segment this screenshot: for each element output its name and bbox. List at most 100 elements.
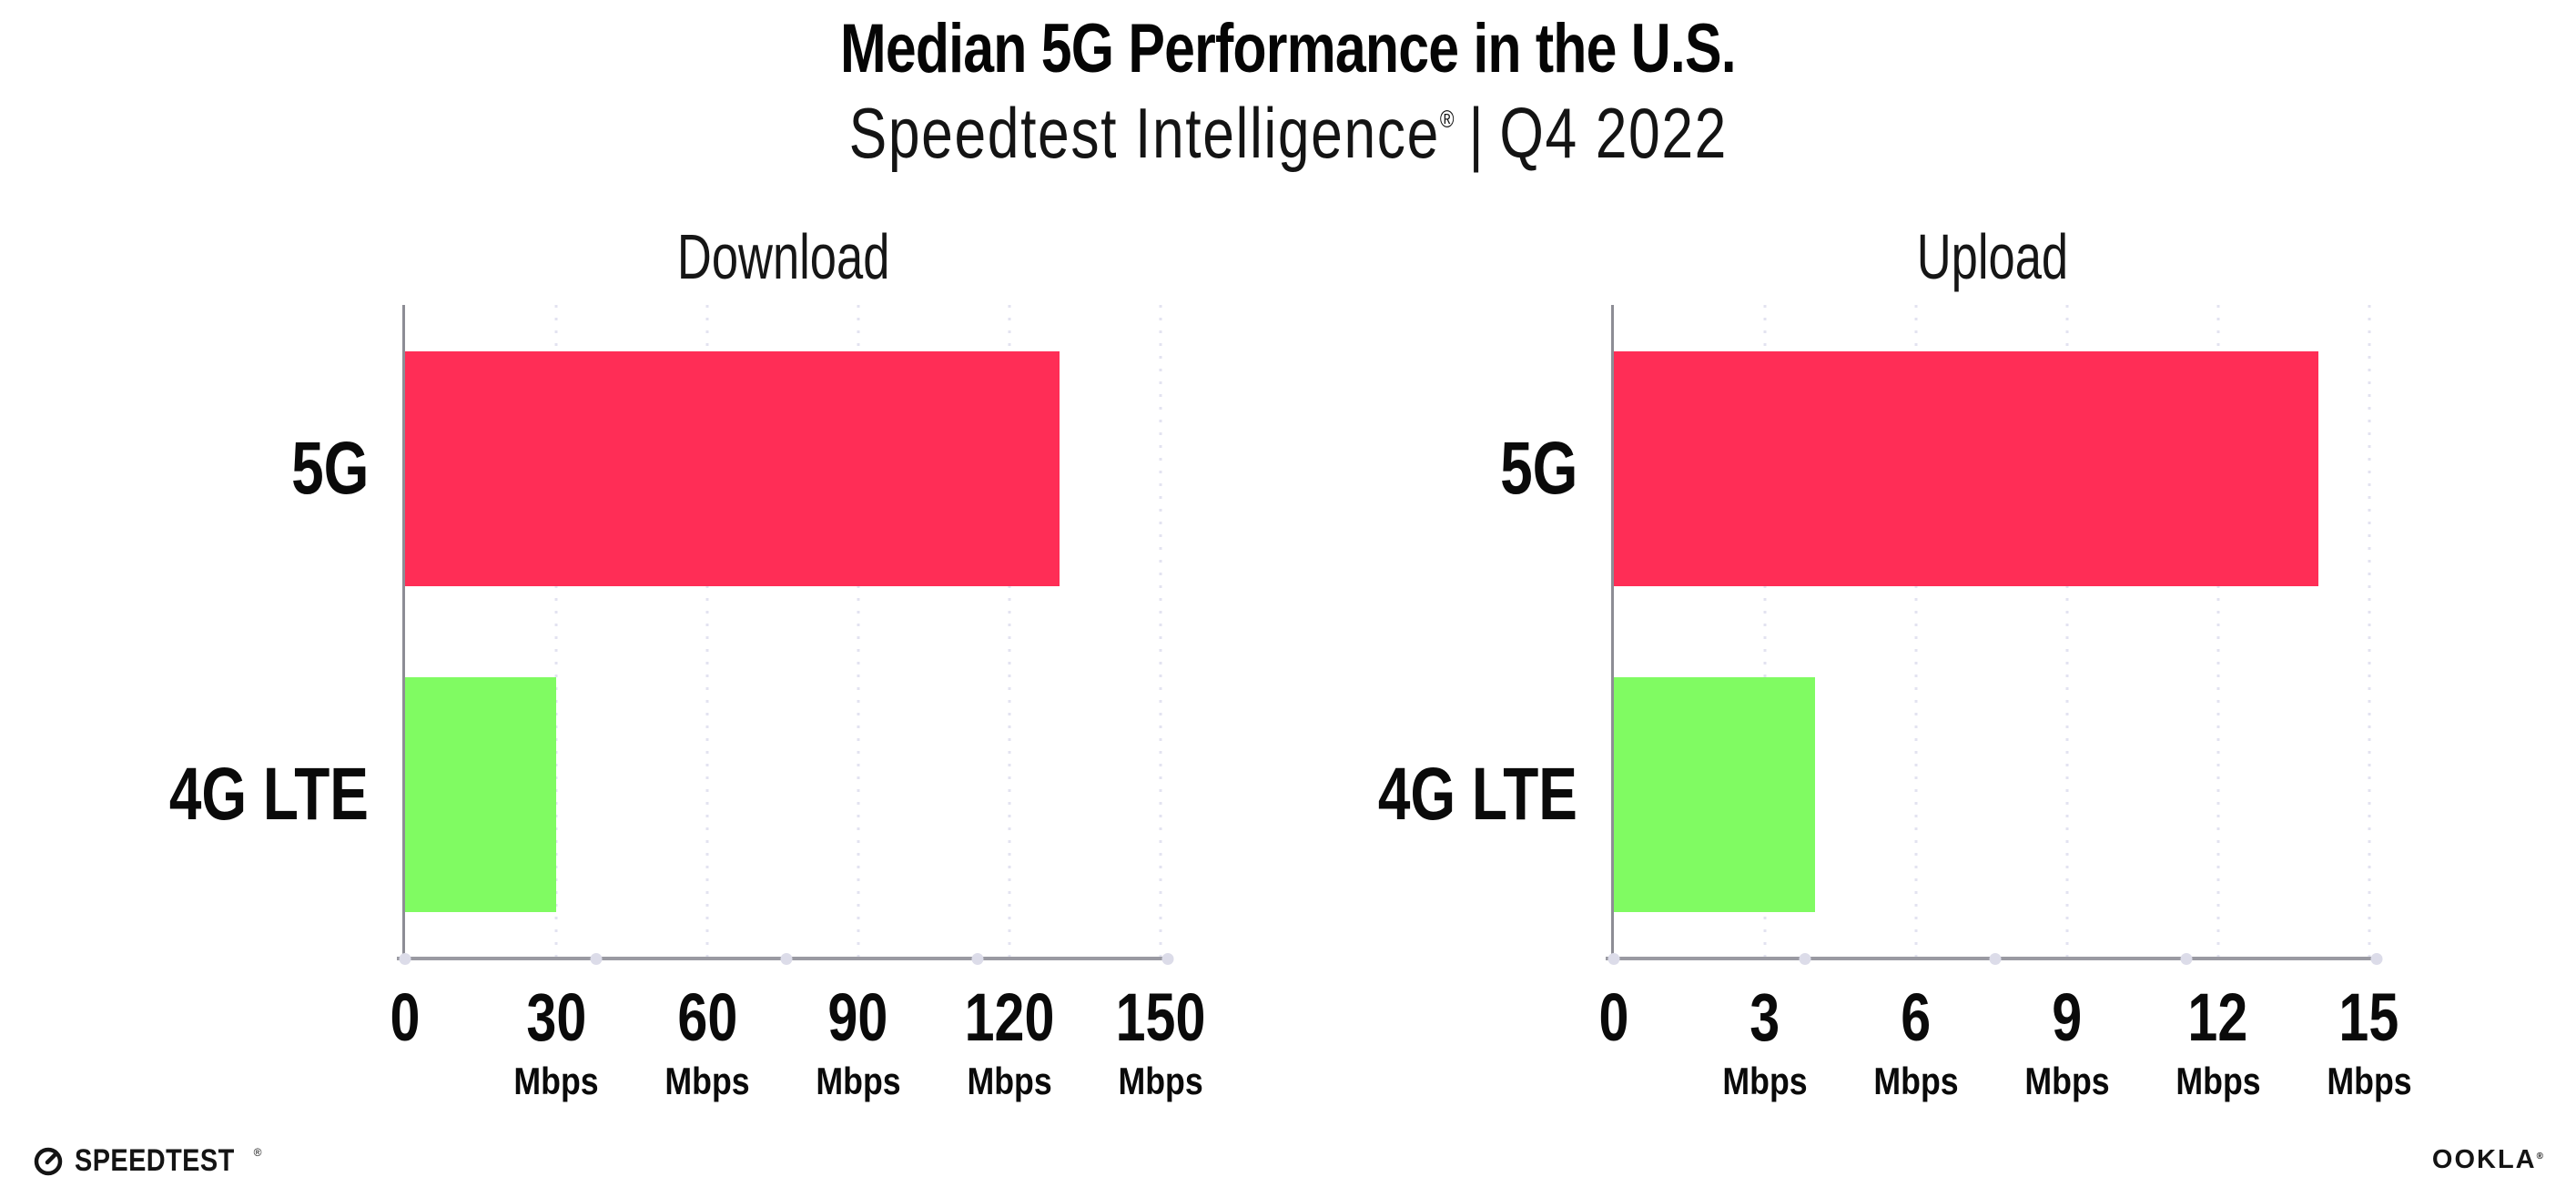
x-tick-unit-text: Mbps bbox=[1118, 1060, 1203, 1102]
x-tick-unit-text: Mbps bbox=[816, 1060, 901, 1102]
x-tick-unit-text: Mbps bbox=[2024, 1060, 2110, 1102]
x-tick-value: 15 bbox=[2319, 984, 2419, 1051]
chart-title-upload: Upload bbox=[1611, 220, 2374, 293]
x-tick-value: 30 bbox=[506, 984, 606, 1051]
axis-tick-dot-download-1 bbox=[590, 953, 602, 965]
bar-upload-4g-lte bbox=[1614, 677, 1816, 912]
chart-title-text-download: Download bbox=[677, 221, 890, 292]
category-label-text: 4G LTE bbox=[168, 753, 369, 836]
subtitle-brand: Speedtest Intelligence bbox=[848, 93, 1440, 173]
x-tick-download-150: 150 Mbps bbox=[1104, 984, 1216, 1101]
x-tick-download-90: 90 Mbps bbox=[808, 984, 908, 1101]
category-label-text: 5G bbox=[290, 427, 369, 510]
x-tick-unit: Mbps bbox=[808, 1062, 908, 1101]
x-tick-value-text: 12 bbox=[2187, 979, 2248, 1055]
ookla-logo: OOKLA® bbox=[2432, 1145, 2545, 1175]
bar-upload-5g bbox=[1614, 351, 2319, 586]
axis-tick-dot-download-3 bbox=[971, 953, 983, 965]
gridline-download-30 bbox=[554, 305, 558, 959]
x-tick-value-text: 9 bbox=[2052, 979, 2083, 1055]
x-tick-value: 90 bbox=[808, 984, 908, 1051]
x-tick-value: 6 bbox=[1866, 984, 1966, 1051]
registered-trademark-icon: ® bbox=[1439, 105, 1455, 133]
x-tick-value-text: 6 bbox=[1901, 979, 1932, 1055]
x-tick-value: 12 bbox=[2168, 984, 2268, 1051]
x-tick-unit: Mbps bbox=[1104, 1062, 1216, 1101]
x-tick-value: 120 bbox=[953, 984, 1065, 1051]
x-tick-value-text: 90 bbox=[827, 979, 888, 1055]
axis-tick-dot-upload-0 bbox=[1607, 953, 1620, 965]
x-tick-upload-9: 9 Mbps bbox=[2017, 984, 2117, 1101]
category-label-upload-4g-lte: 4G LTE bbox=[1104, 740, 1577, 849]
x-tick-unit: Mbps bbox=[506, 1062, 606, 1101]
x-tick-value-text: 0 bbox=[1598, 979, 1629, 1055]
x-tick-value-text: 30 bbox=[526, 979, 586, 1055]
x-tick-value-text: 60 bbox=[676, 979, 737, 1055]
x-tick-upload-3: 3 Mbps bbox=[1715, 984, 1815, 1101]
x-tick-upload-15: 15 Mbps bbox=[2319, 984, 2419, 1101]
x-tick-value-text: 15 bbox=[2338, 979, 2399, 1055]
axis-tick-dot-download-0 bbox=[399, 953, 411, 965]
gridline-download-90 bbox=[857, 305, 860, 959]
x-tick-download-30: 30 Mbps bbox=[506, 984, 606, 1101]
gridline-upload-6 bbox=[1914, 305, 1918, 959]
speedtest-registered-icon: ® bbox=[253, 1145, 262, 1159]
x-tick-unit: Mbps bbox=[953, 1062, 1065, 1101]
category-label-download-4g-lte: 4G LTE bbox=[0, 740, 369, 849]
chart-subtitle: Speedtest Intelligence® | Q4 2022 bbox=[0, 96, 2576, 171]
speedtest-gauge-icon bbox=[34, 1147, 63, 1175]
axis-tick-dot-download-4 bbox=[1161, 953, 1174, 965]
ookla-wordmark: OOKLA bbox=[2431, 1145, 2537, 1174]
subtitle-period: Q4 2022 bbox=[1499, 93, 1728, 173]
x-tick-value-text: 150 bbox=[1115, 979, 1206, 1055]
axis-tick-dot-upload-2 bbox=[1989, 953, 2002, 965]
axis-tick-dot-upload-4 bbox=[2370, 953, 2383, 965]
x-tick-upload-12: 12 Mbps bbox=[2168, 984, 2268, 1101]
category-label-text: 4G LTE bbox=[1377, 753, 1577, 836]
bar-download-5g bbox=[405, 351, 1060, 586]
x-tick-unit-text: Mbps bbox=[2327, 1060, 2412, 1102]
gridline-download-150 bbox=[1159, 305, 1162, 959]
plot-area-upload: 0 3 Mbps 6 Mbps 9 Mbps 12 Mbps 15 Mbps 5G 4G LTE bbox=[1378, 305, 2411, 1101]
x-tick-unit: Mbps bbox=[1866, 1062, 1966, 1101]
axis-tick-dot-upload-3 bbox=[2180, 953, 2192, 965]
x-tick-unit-text: Mbps bbox=[2175, 1060, 2261, 1102]
x-tick-upload-0: 0 bbox=[1595, 984, 1632, 1051]
x-tick-unit-text: Mbps bbox=[664, 1060, 750, 1102]
chart-title-download: Download bbox=[402, 220, 1165, 293]
gridline-upload-9 bbox=[2065, 305, 2069, 959]
x-tick-unit-text: Mbps bbox=[1722, 1060, 1808, 1102]
x-tick-upload-6: 6 Mbps bbox=[1866, 984, 1966, 1101]
gridline-upload-3 bbox=[1763, 305, 1767, 959]
x-tick-value-text: 0 bbox=[390, 979, 421, 1055]
x-tick-value-text: 120 bbox=[964, 979, 1055, 1055]
bar-download-4g-lte bbox=[405, 677, 556, 912]
axis-tick-dot-upload-1 bbox=[1799, 953, 1810, 965]
page-title: Median 5G Performance in the U.S. bbox=[0, 13, 2576, 86]
page-title-text: Median 5G Performance in the U.S. bbox=[840, 10, 1737, 87]
ookla-registered-icon: ® bbox=[2536, 1151, 2545, 1161]
x-tick-unit-text: Mbps bbox=[967, 1060, 1052, 1102]
x-tick-value: 60 bbox=[657, 984, 757, 1051]
category-label-text: 5G bbox=[1499, 427, 1577, 510]
x-tick-unit: Mbps bbox=[657, 1062, 757, 1101]
gridline-upload-12 bbox=[2216, 305, 2220, 959]
speedtest-logo: SPEEDTEST ® bbox=[33, 1143, 282, 1179]
x-tick-unit: Mbps bbox=[1715, 1062, 1815, 1101]
axis-tick-dot-download-2 bbox=[780, 953, 793, 965]
gridline-download-120 bbox=[1008, 305, 1011, 959]
x-tick-download-0: 0 bbox=[386, 984, 423, 1051]
x-tick-value: 9 bbox=[2017, 984, 2117, 1051]
x-tick-unit: Mbps bbox=[2017, 1062, 2117, 1101]
speedtest-wordmark: SPEEDTEST bbox=[75, 1143, 235, 1178]
x-tick-value: 150 bbox=[1104, 984, 1216, 1051]
x-tick-unit: Mbps bbox=[2319, 1062, 2419, 1101]
x-tick-value: 0 bbox=[386, 984, 423, 1051]
category-label-download-5g: 5G bbox=[0, 414, 369, 523]
x-tick-value: 0 bbox=[1595, 984, 1632, 1051]
gridline-upload-15 bbox=[2368, 305, 2371, 959]
x-tick-value: 3 bbox=[1715, 984, 1815, 1051]
chart-title-text-upload: Upload bbox=[1916, 221, 2069, 292]
x-tick-unit-text: Mbps bbox=[1873, 1060, 1959, 1102]
